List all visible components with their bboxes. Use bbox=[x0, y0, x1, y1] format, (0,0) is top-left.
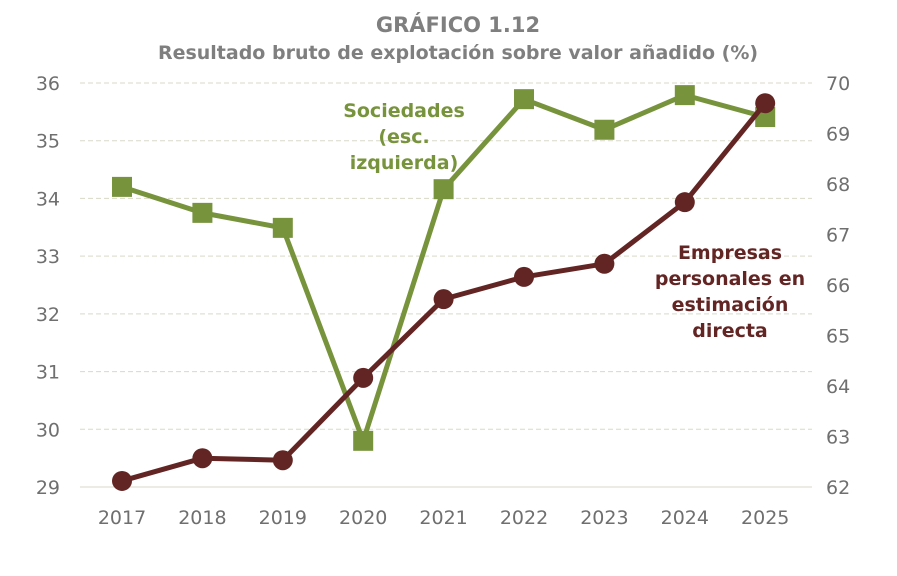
chart-subtitle: Resultado bruto de explotación sobre val… bbox=[158, 42, 758, 64]
series-label: directa bbox=[692, 320, 768, 342]
series-marker-circle bbox=[192, 448, 213, 469]
series-label: personales en bbox=[655, 268, 805, 290]
x-axis-tick: 2017 bbox=[98, 507, 146, 529]
series-marker-circle bbox=[112, 470, 132, 491]
right-axis-tick: 68 bbox=[826, 174, 850, 196]
series-marker-circle bbox=[755, 93, 776, 114]
series-marker-circle bbox=[594, 253, 615, 274]
x-axis-tick: 2020 bbox=[339, 507, 387, 529]
series-label: (esc. bbox=[378, 126, 429, 148]
right-axis-tick: 66 bbox=[826, 275, 850, 297]
series-marker-square bbox=[433, 179, 454, 200]
series-marker-square bbox=[674, 85, 695, 106]
left-axis-tick: 34 bbox=[36, 188, 60, 210]
series-marker-circle bbox=[353, 367, 374, 388]
series-label: Empresas bbox=[678, 242, 782, 264]
left-axis-tick: 30 bbox=[36, 419, 60, 441]
left-axis-tick: 35 bbox=[36, 131, 60, 153]
series-label: Sociedades bbox=[343, 100, 465, 122]
right-axis-tick: 69 bbox=[826, 124, 850, 146]
x-axis-tick: 2018 bbox=[178, 507, 226, 529]
left-axis-tick: 32 bbox=[36, 304, 60, 326]
series-marker-circle bbox=[433, 289, 454, 310]
right-axis-tick: 63 bbox=[826, 427, 850, 449]
series-marker-square bbox=[594, 119, 615, 140]
x-axis-tick: 2021 bbox=[419, 507, 467, 529]
series-marker-square bbox=[192, 202, 213, 223]
series-marker-square bbox=[112, 176, 132, 197]
x-axis-tick: 2022 bbox=[500, 507, 548, 529]
x-axis-tick: 2025 bbox=[741, 507, 789, 529]
left-axis-tick: 33 bbox=[36, 246, 60, 268]
series-marker-circle bbox=[674, 192, 695, 213]
left-axis-tick: 31 bbox=[36, 362, 60, 384]
series-label: izquierda) bbox=[350, 152, 459, 174]
right-axis-tick: 70 bbox=[826, 73, 850, 95]
x-axis-tick: 2019 bbox=[259, 507, 307, 529]
series-marker-square bbox=[272, 217, 293, 238]
series-marker-circle bbox=[272, 450, 293, 471]
chart-title: GRÁFICO 1.12 bbox=[376, 12, 540, 37]
series-marker-square bbox=[353, 430, 374, 451]
x-axis-tick: 2024 bbox=[661, 507, 709, 529]
x-axis-tick: 2023 bbox=[580, 507, 628, 529]
series-marker-circle bbox=[514, 266, 534, 287]
series-label: estimación bbox=[672, 294, 789, 316]
series-marker-square bbox=[514, 89, 534, 110]
right-axis-tick: 65 bbox=[826, 326, 850, 348]
right-axis-tick: 62 bbox=[826, 477, 850, 499]
left-axis-tick: 29 bbox=[36, 477, 60, 499]
right-axis-tick: 64 bbox=[826, 376, 850, 398]
right-axis-tick: 67 bbox=[826, 225, 850, 247]
left-axis-tick: 36 bbox=[36, 73, 60, 95]
